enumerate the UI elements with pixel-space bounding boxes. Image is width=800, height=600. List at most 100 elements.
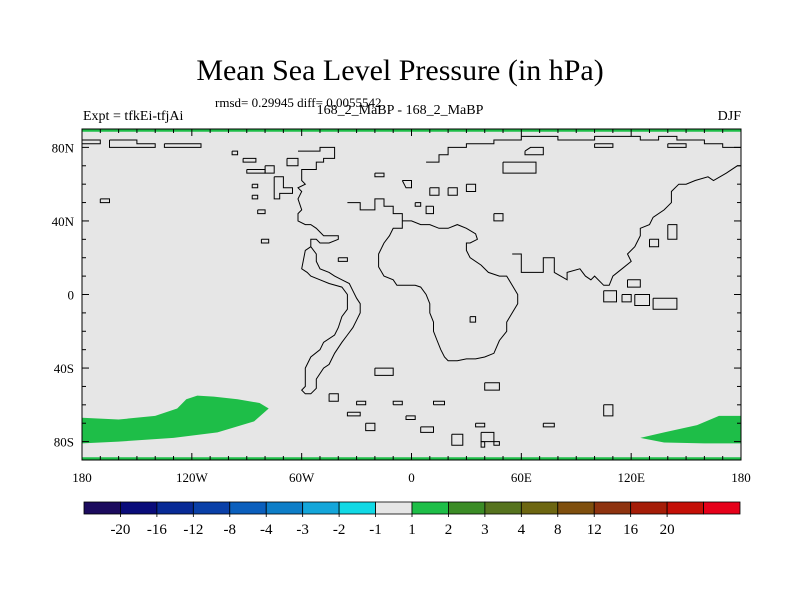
coastline-54: [420, 426, 434, 433]
y-tick-label: 0: [68, 288, 75, 303]
coastline-12: [286, 157, 299, 167]
coastline-44: [328, 393, 339, 402]
colorbar: -20 -16 -12 -8 -4 -3 -2 -1 1 2 3 4 8 12 16 20: [83, 501, 741, 538]
colorbar-box-16: [630, 501, 668, 515]
coastline-11: [260, 238, 270, 244]
colorbar-label: -16: [147, 522, 167, 538]
coastline-19: [447, 187, 458, 196]
y-tick-label: 80N: [52, 140, 75, 155]
anomaly-region-1: [82, 395, 269, 444]
coastline-50: [542, 422, 555, 428]
coastline-31: [627, 279, 641, 288]
x-tick-label: 180: [72, 470, 92, 485]
coastline-37: [649, 238, 660, 248]
colorbar-box-14: [557, 501, 595, 515]
coastline-49: [451, 433, 464, 446]
coastline-3: [163, 143, 202, 148]
coastline-34: [634, 294, 650, 306]
x-tick-label: 180: [731, 470, 751, 485]
coastline-2: [109, 139, 156, 148]
y-tick-label: 80S: [54, 435, 74, 450]
coastline-15: [347, 198, 519, 362]
coastline-7: [251, 183, 259, 189]
x-tick-label: 120W: [176, 470, 209, 485]
colorbar-box-13: [520, 501, 559, 515]
coastline-43: [346, 411, 361, 417]
colorbar-label: 3: [481, 522, 489, 538]
coastline-1: [82, 139, 101, 145]
coastline-33: [621, 294, 632, 303]
coastline-40: [484, 382, 500, 391]
coastline-46: [405, 415, 416, 420]
colorbar-box-8: [338, 501, 376, 515]
coastline-24: [502, 161, 537, 174]
colorbar-label: 8: [554, 522, 562, 538]
colorbar-box-5: [229, 501, 267, 515]
colorbar-label: -2: [333, 522, 346, 538]
colorbar-box-3: [156, 501, 194, 515]
coastline-47: [433, 400, 445, 406]
coastline-51: [480, 441, 486, 448]
coastline-53: [603, 404, 614, 417]
coastline-39: [469, 316, 477, 323]
colorbar-box-6: [265, 501, 304, 515]
coastline-5: [242, 157, 257, 163]
coastline-10: [264, 165, 275, 174]
colorbar-label: 1: [408, 522, 416, 538]
coastline-17: [414, 202, 422, 207]
colorbar-label: 2: [445, 522, 453, 538]
y-tick-label: 40S: [54, 361, 74, 376]
colorbar-box-1: [83, 501, 121, 515]
coastline-28: [374, 172, 385, 178]
coastline-35: [652, 297, 678, 310]
coastline-18: [429, 187, 440, 196]
coastline-23: [524, 146, 544, 156]
colorbar-box-17: [666, 501, 704, 515]
map-axes: 180 120W 60W 0 60E 120E 180 80N 40N 0 40S 80S: [52, 128, 751, 485]
season-label: DJF: [717, 109, 741, 124]
colorbar-box-7: [302, 501, 340, 515]
colorbar-box-2: [120, 501, 158, 515]
coastline-4: [231, 150, 239, 156]
period-label: 168_2_MaBP - 168_2_MaBP: [316, 103, 484, 118]
colorbar-box-18: [703, 501, 741, 515]
coastline-36: [667, 224, 678, 240]
coastline-21: [425, 205, 434, 215]
chart-title: Mean Sea Level Pressure (in hPa): [196, 54, 604, 87]
colorbar-box-12: [484, 501, 522, 515]
colorbar-label: 20: [660, 522, 675, 538]
coastline-30: [512, 165, 741, 286]
colorbar-label: -1: [369, 522, 382, 538]
colorbar-label: 4: [518, 522, 526, 538]
colorbar-label: 12: [587, 522, 602, 538]
colorbar-label: -12: [183, 522, 203, 538]
colorbar-label: -3: [296, 522, 309, 538]
colorbar-label: -20: [110, 522, 130, 538]
coastline-14: [297, 146, 361, 395]
colorbar-box-4: [192, 501, 231, 515]
y-tick-label: 40N: [52, 214, 75, 229]
x-tick-label: 60E: [511, 470, 532, 485]
coastline-16: [401, 180, 412, 189]
coastline-22: [493, 213, 504, 222]
map-panel: [82, 129, 741, 460]
experiment-label: Expt = tfkEi-tfjAi: [83, 109, 184, 124]
colorbar-box-15: [593, 501, 632, 515]
coastline-29: [337, 257, 348, 262]
colorbar-label: -8: [224, 522, 237, 538]
coastline-41: [475, 422, 486, 428]
colorbar-box-11: [448, 501, 486, 515]
coastline-32: [603, 290, 617, 303]
coastline-38: [99, 198, 110, 204]
coastline-52: [493, 441, 500, 446]
coastline-45: [374, 367, 394, 376]
coastline-56: [356, 400, 367, 406]
rmsd-diff-stats: rmsd= 0.29945 diff= 0.0055542: [215, 95, 382, 110]
coastline-55: [365, 422, 376, 432]
coastline-26: [667, 143, 687, 148]
coastline-9: [257, 209, 266, 215]
coastline-20: [465, 183, 477, 192]
coastline-27: [594, 143, 614, 148]
anomaly-region-2: [640, 415, 741, 444]
coastline-42: [392, 400, 403, 406]
